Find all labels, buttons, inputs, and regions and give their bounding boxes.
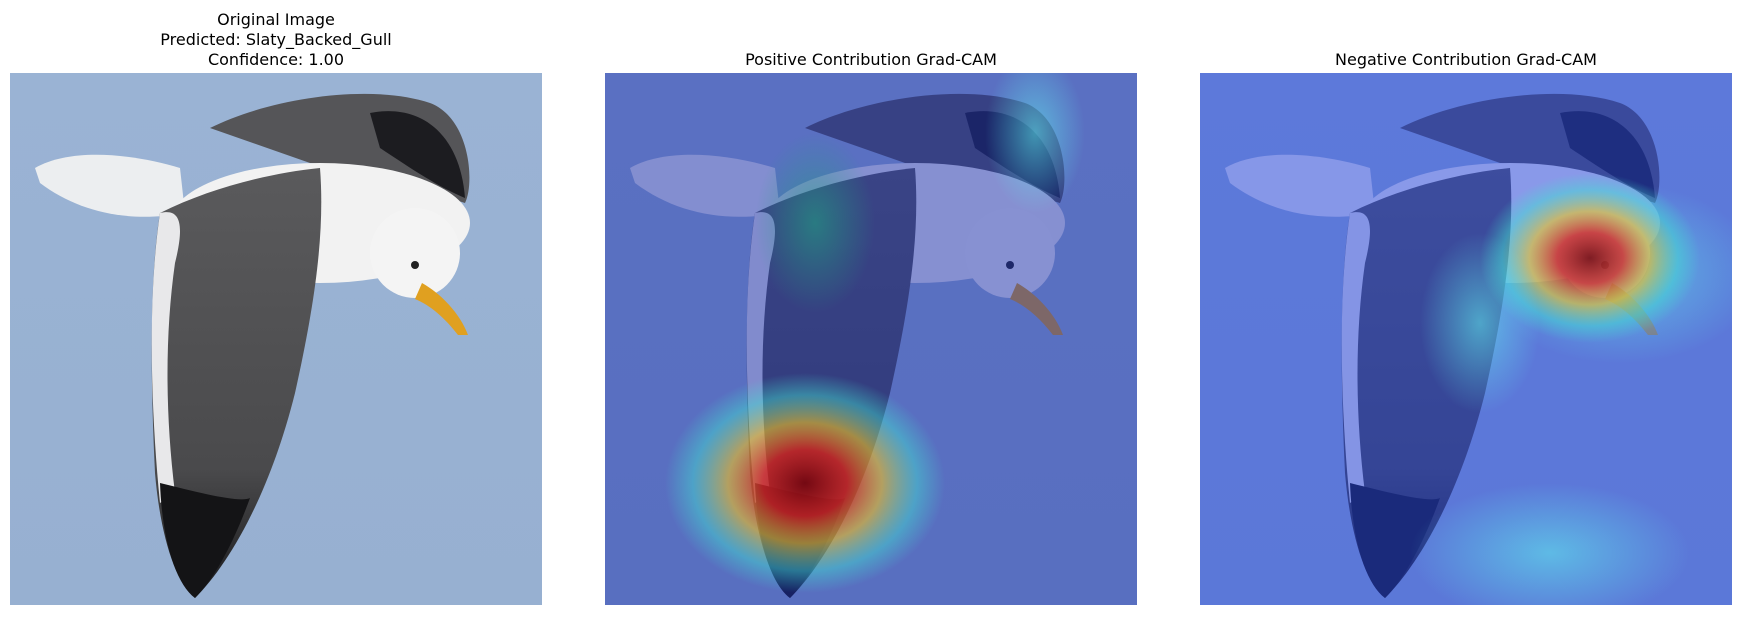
- panel-title: Confidence: 1.00: [208, 50, 344, 69]
- panel-title: Positive Contribution Grad-CAM: [745, 50, 997, 69]
- panel-title: Predicted: Slaty_Backed_Gull: [160, 30, 391, 50]
- image-panel: [10, 73, 542, 605]
- heatmap-panel: [1200, 73, 1732, 605]
- heatmap-panel: [605, 73, 1137, 605]
- panel-title: Negative Contribution Grad-CAM: [1335, 50, 1597, 69]
- panel-title: Original Image: [217, 10, 335, 29]
